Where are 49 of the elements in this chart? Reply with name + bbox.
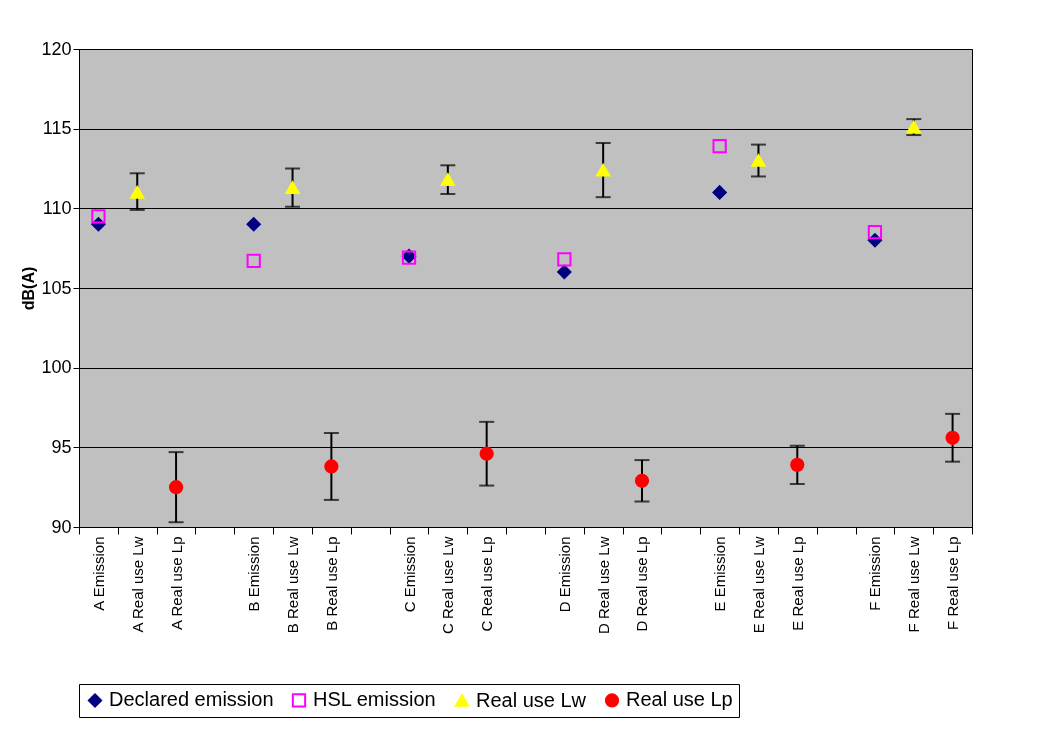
point: [712, 185, 727, 200]
y-tick-label: 90: [51, 516, 72, 537]
legend-label: HSL emission: [313, 688, 436, 711]
point: [557, 252, 572, 267]
point: [712, 139, 727, 154]
x-tick-label: E Real use Lp: [788, 536, 806, 631]
legend-label: Real use Lw: [476, 688, 587, 711]
x-tick-label: B Real use Lw: [284, 536, 302, 634]
x-tick-label: C Real use Lw: [439, 536, 457, 635]
x-tick-label: B Emission: [245, 536, 263, 612]
x-tick-label: F Real use Lw: [905, 536, 923, 633]
point: [557, 264, 572, 280]
y-tick-label: 105: [41, 277, 72, 298]
y-tick-label: 115: [42, 118, 72, 139]
point: [246, 217, 261, 232]
point: [596, 163, 611, 177]
point: [130, 186, 145, 199]
point: [790, 457, 805, 472]
y-tick-label: 95: [51, 436, 72, 457]
x-tick-label: D Emission: [555, 536, 573, 613]
point: [324, 459, 339, 474]
y-axis-title: dB(A): [20, 266, 38, 311]
x-tick-label: D Real use Lw: [594, 536, 612, 635]
point: [440, 173, 455, 186]
point: [91, 209, 106, 224]
point: [246, 253, 261, 269]
x-tick-label: C Real use Lp: [478, 536, 496, 632]
x-tick-label: C Emission: [400, 536, 418, 613]
x-tick-label: A Emission: [89, 536, 107, 611]
x-tick-label: D Real use Lp: [633, 536, 651, 632]
point: [479, 446, 494, 461]
x-tick-label: F Emission: [866, 536, 884, 611]
point: [168, 480, 184, 495]
legend-label: Declared emission: [109, 688, 274, 711]
point: [751, 154, 766, 167]
legend-label: Real use Lp: [626, 688, 733, 711]
x-tick-label: B Real use Lp: [322, 536, 340, 631]
y-tick-label: 100: [41, 357, 72, 378]
x-tick-label: A Real use Lw: [128, 536, 146, 633]
x-tick-label: E Emission: [711, 536, 729, 612]
point: [285, 181, 300, 194]
point: [634, 473, 650, 488]
point: [867, 225, 883, 240]
x-tick-label: A Real use Lp: [167, 536, 185, 630]
y-tick-label: 110: [42, 197, 72, 218]
y-tick-label: 120: [41, 38, 72, 59]
x-tick-label: E Real use Lw: [749, 536, 767, 634]
point: [945, 430, 960, 445]
x-tick-label: F Real use Lp: [944, 536, 962, 630]
